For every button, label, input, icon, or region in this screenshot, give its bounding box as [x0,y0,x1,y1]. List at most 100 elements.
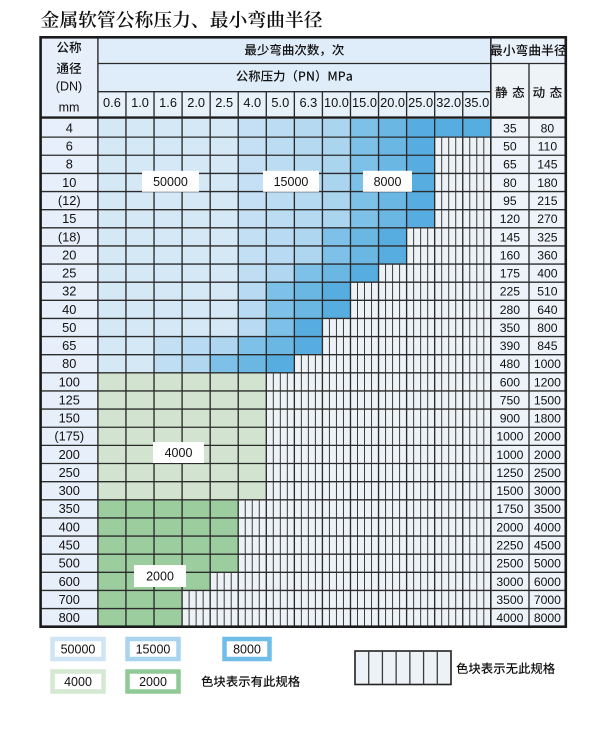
svg-text:25: 25 [62,266,76,281]
svg-text:1750: 1750 [496,502,523,516]
svg-text:35.0: 35.0 [464,95,489,110]
svg-text:100: 100 [59,374,80,389]
svg-text:1000: 1000 [534,357,561,371]
svg-text:50000: 50000 [61,642,96,656]
svg-text:125: 125 [59,392,80,407]
svg-text:25.0: 25.0 [408,95,433,110]
svg-text:120: 120 [500,212,521,226]
svg-text:6: 6 [66,139,73,154]
svg-text:175: 175 [500,267,521,281]
svg-text:40: 40 [62,302,76,317]
svg-text:350: 350 [500,321,521,335]
svg-text:200: 200 [59,447,80,462]
svg-text:4: 4 [66,120,73,135]
svg-text:2000: 2000 [534,430,561,444]
svg-text:700: 700 [59,592,80,607]
svg-text:32: 32 [62,284,76,299]
svg-text:1.6: 1.6 [159,95,177,110]
svg-text:350: 350 [59,501,80,516]
svg-text:(12): (12) [58,193,81,208]
svg-text:4000: 4000 [534,520,561,534]
svg-text:2000: 2000 [496,520,523,534]
svg-text:750: 750 [500,393,521,407]
svg-text:1500: 1500 [496,484,523,498]
svg-text:5000: 5000 [534,557,561,571]
svg-text:150: 150 [59,411,80,426]
svg-text:2.0: 2.0 [187,95,205,110]
svg-text:15.0: 15.0 [352,95,377,110]
svg-text:3500: 3500 [496,593,523,607]
svg-text:845: 845 [537,339,558,353]
svg-text:4000: 4000 [64,675,92,689]
svg-text:450: 450 [59,538,80,553]
svg-text:400: 400 [59,519,80,534]
svg-text:360: 360 [537,248,558,262]
svg-text:3000: 3000 [534,484,561,498]
svg-text:1500: 1500 [534,393,561,407]
svg-text:480: 480 [500,357,521,371]
svg-text:800: 800 [59,610,80,625]
svg-text:1000: 1000 [496,448,523,462]
svg-text:15: 15 [62,211,76,226]
svg-text:4000: 4000 [165,446,193,460]
svg-text:4.0: 4.0 [243,95,261,110]
svg-text:mm: mm [59,101,80,115]
svg-text:15000: 15000 [274,175,309,189]
svg-text:(DN): (DN) [56,80,82,94]
svg-text:800: 800 [537,321,558,335]
svg-text:640: 640 [537,303,558,317]
svg-text:80: 80 [503,176,517,190]
svg-text:390: 390 [500,339,521,353]
svg-text:0.6: 0.6 [103,95,121,110]
svg-text:500: 500 [59,556,80,571]
svg-text:1.0: 1.0 [131,95,149,110]
svg-text:8000: 8000 [374,175,402,189]
svg-text:325: 325 [537,230,558,244]
svg-text:6.3: 6.3 [299,95,317,110]
svg-text:2500: 2500 [534,466,561,480]
svg-text:1000: 1000 [496,430,523,444]
svg-text:225: 225 [500,285,521,299]
svg-text:1200: 1200 [534,375,561,389]
svg-text:5.0: 5.0 [271,95,289,110]
svg-text:3500: 3500 [534,502,561,516]
svg-text:1250: 1250 [496,466,523,480]
svg-text:2000: 2000 [534,448,561,462]
svg-text:180: 180 [537,176,558,190]
svg-text:145: 145 [500,230,521,244]
svg-text:250: 250 [59,465,80,480]
svg-text:8000: 8000 [534,611,561,625]
svg-text:400: 400 [537,267,558,281]
svg-text:2250: 2250 [496,539,523,553]
svg-text:2000: 2000 [139,675,167,689]
svg-text:2500: 2500 [496,557,523,571]
svg-text:8: 8 [66,157,73,172]
svg-text:510: 510 [537,285,558,299]
svg-text:65: 65 [503,158,517,172]
svg-text:2.5: 2.5 [215,95,233,110]
svg-text:600: 600 [500,375,521,389]
svg-text:80: 80 [541,121,555,135]
svg-text:7000: 7000 [534,593,561,607]
svg-text:(175): (175) [54,429,84,444]
svg-text:160: 160 [500,248,521,262]
svg-text:35: 35 [503,121,517,135]
svg-text:8000: 8000 [233,642,261,656]
svg-text:4500: 4500 [534,539,561,553]
svg-text:4000: 4000 [496,611,523,625]
svg-text:10: 10 [62,175,76,190]
svg-text:6000: 6000 [534,575,561,589]
svg-text:145: 145 [537,158,558,172]
svg-text:215: 215 [537,194,558,208]
svg-text:3000: 3000 [496,575,523,589]
svg-text:20: 20 [62,247,76,262]
svg-text:900: 900 [500,412,521,426]
svg-text:50: 50 [503,140,517,154]
svg-text:32.0: 32.0 [436,95,461,110]
svg-text:(18): (18) [58,229,81,244]
svg-text:50: 50 [62,320,76,335]
svg-text:95: 95 [503,194,517,208]
svg-text:10.0: 10.0 [324,95,349,110]
svg-text:600: 600 [59,574,80,589]
svg-text:110: 110 [538,140,558,154]
